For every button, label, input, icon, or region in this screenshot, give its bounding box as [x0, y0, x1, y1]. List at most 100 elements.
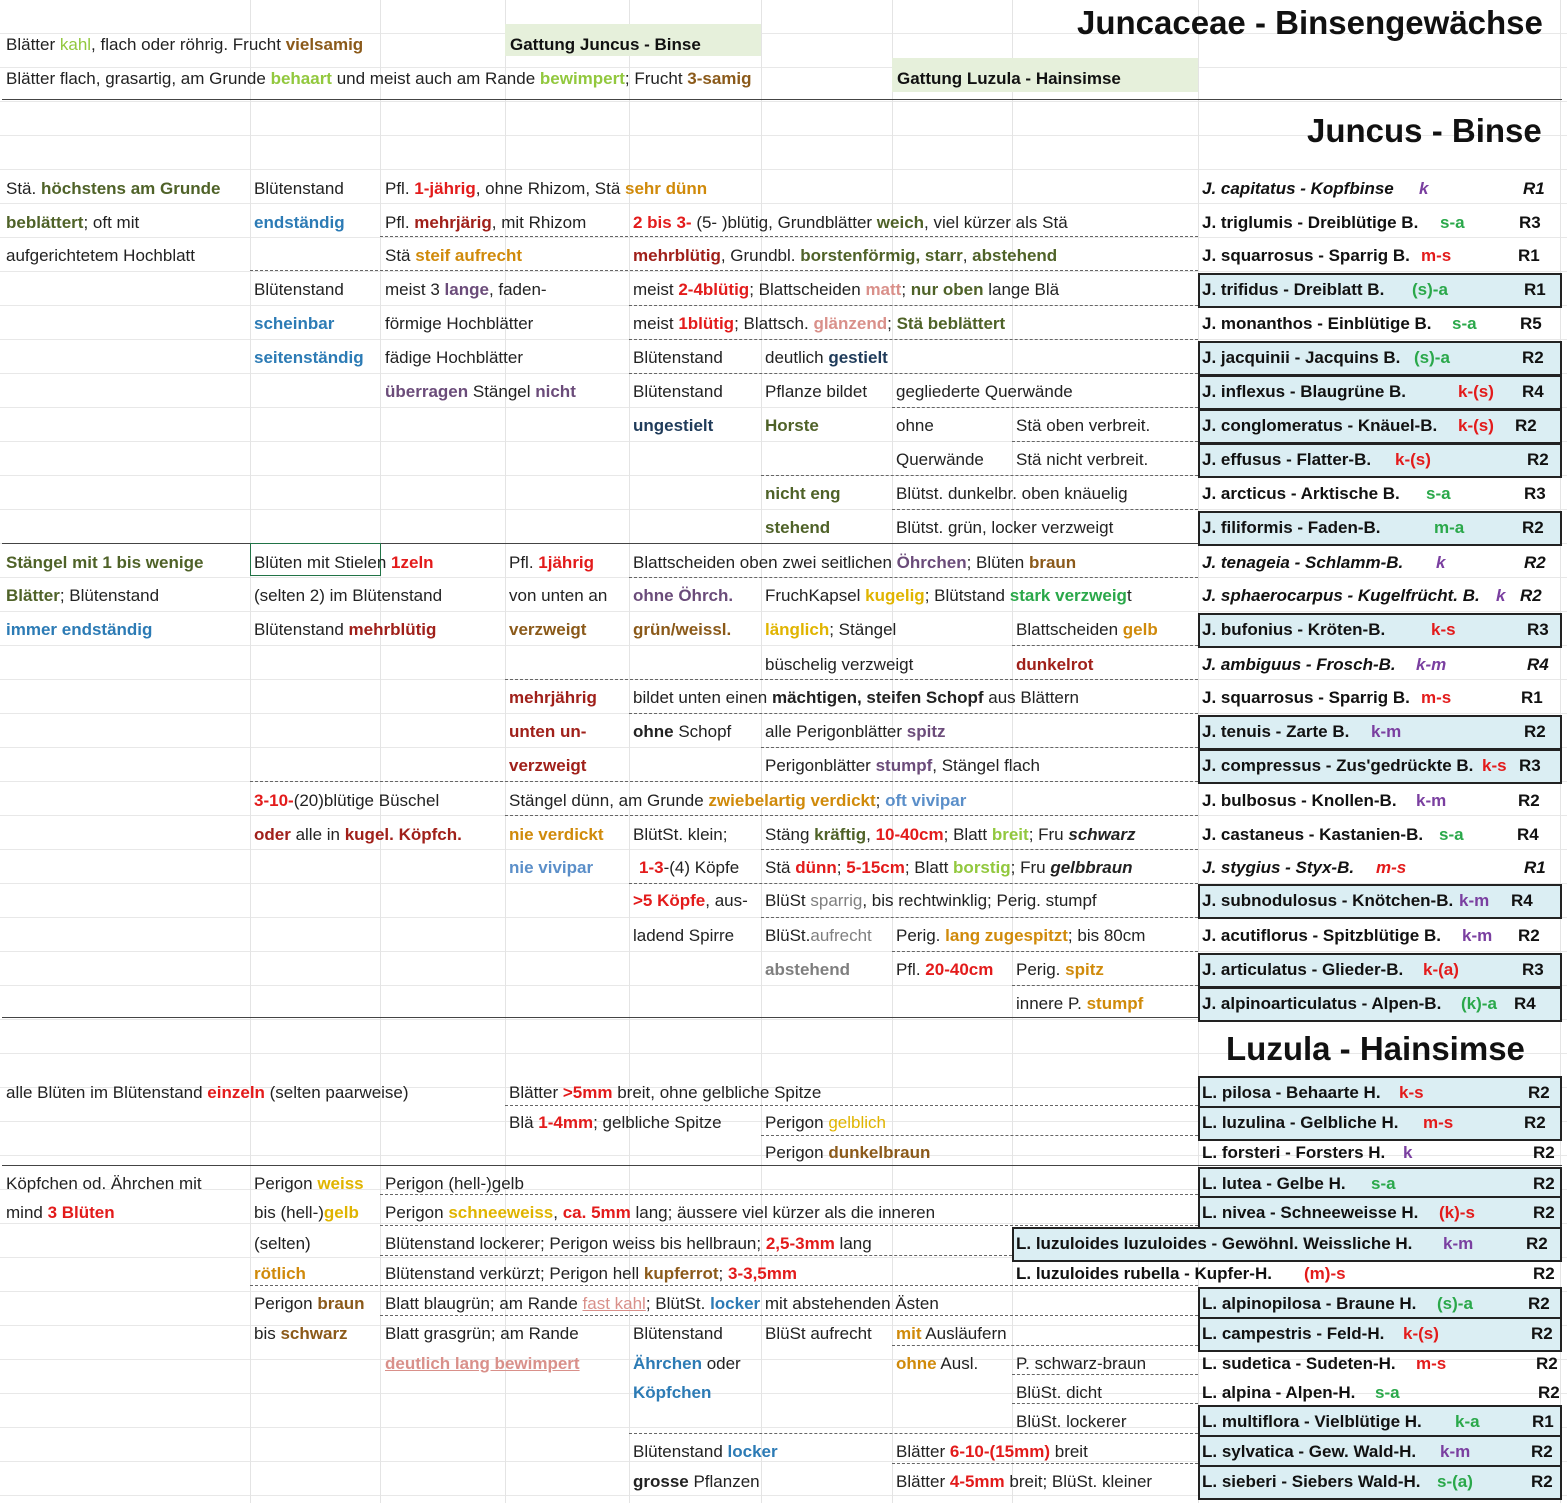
juncus-species-name: J. squarrosus - Sparrig B.: [1202, 688, 1410, 707]
key-cell: Stä steif aufrecht: [385, 246, 522, 265]
luzula-species-rarity: R2: [1531, 1472, 1553, 1491]
juncus-species-name: J. trifidus - Dreiblatt B.: [1202, 280, 1385, 299]
luzula-species-name: L. pilosa - Behaarte H.: [1202, 1083, 1381, 1102]
key-cell: Perig. spitz: [1016, 960, 1104, 979]
juncus-species-habitat-code: k-m: [1416, 791, 1447, 810]
key-cell: mit Ausläufern: [896, 1324, 1007, 1343]
row-separator: [505, 679, 1198, 680]
juncus-species-rarity: R2: [1524, 553, 1546, 572]
row-separator: [505, 1105, 1198, 1106]
row-separator: [1012, 645, 1198, 646]
juncus-species-name: J. castaneus - Kastanien-B.: [1202, 825, 1424, 844]
luzula-species-name: L. alpinopilosa - Braune H.: [1202, 1294, 1417, 1313]
key-cell: Blütenstand: [633, 348, 723, 367]
luzula-species-name: L. multiflora - Vielblütige H.: [1202, 1412, 1422, 1431]
species-box: [1198, 443, 1562, 478]
key-cell: ohne Ausl.: [896, 1354, 979, 1373]
luzula-species-name: L. luzuloides luzuloides - Gewöhnl. Weis…: [1016, 1234, 1413, 1253]
luzula-species-habitat-code: k: [1403, 1143, 1413, 1162]
luzula-species-rarity: R2: [1533, 1174, 1555, 1193]
key-cell: nie verdickt: [509, 825, 604, 844]
row-separator: [892, 407, 1198, 408]
juncus-species-name: J. compressus - Zus'gedrückte B.: [1202, 756, 1474, 775]
juncus-species-rarity: R4: [1522, 382, 1544, 401]
key-cell: Blätter >5mm breit, ohne gelbliche Spitz…: [509, 1083, 822, 1102]
juncus-species-rarity: R2: [1522, 348, 1544, 367]
species-box: [1198, 1465, 1562, 1500]
key-cell: ladend Spirre: [633, 926, 735, 945]
luzula-species-rarity: R2: [1524, 1113, 1546, 1132]
grid-column-line: [892, 0, 893, 1503]
genus-highlight: [505, 24, 761, 56]
juncus-species-name: J. filiformis - Faden-B.: [1202, 518, 1381, 537]
key-cell: Blatt grasgrün; am Rande: [385, 1324, 579, 1343]
juncus-species-rarity: R1: [1518, 246, 1540, 265]
luzula-species-rarity: R2: [1531, 1442, 1553, 1461]
key-cell: BlüSt.aufrecht: [765, 926, 872, 945]
luzula-species-name: L. alpina - Alpen-H.: [1202, 1383, 1356, 1402]
row-separator: [629, 339, 1198, 340]
intro-row-2: Blätter flach, grasartig, am Grunde beha…: [6, 69, 752, 88]
species-box: [1198, 1076, 1562, 1111]
juncus-species-name: J. subnodulosus - Knötchen-B.: [1202, 891, 1454, 910]
row-separator: [380, 1194, 1198, 1195]
key-cell: verzweigt: [509, 756, 587, 775]
key-cell: Perigon gelblich: [765, 1113, 886, 1132]
juncus-species-habitat-code: k-m: [1462, 926, 1493, 945]
key-cell: aufgerichtetem Hochblatt: [6, 246, 195, 265]
juncus-species-habitat-code: m-s: [1421, 246, 1452, 265]
grid-column-line: [761, 0, 762, 1503]
key-cell: mehrjährig: [509, 688, 597, 707]
key-cell: Blütenstand: [633, 382, 723, 401]
luzula-title: Luzula - Hainsimse: [1226, 1030, 1525, 1067]
key-cell: fädige Hochblätter: [385, 348, 523, 367]
luzula-species-rarity: R1: [1532, 1412, 1554, 1431]
key-cell: mehrblütig, Grundbl. borstenförmig, star…: [633, 246, 1058, 265]
juncus-species-habitat-code: k-(s): [1395, 450, 1431, 469]
selected-cell[interactable]: [250, 543, 381, 576]
luzula-species-rarity: R2: [1536, 1354, 1558, 1373]
luzula-species-name: L. nivea - Schneeweisse H.: [1202, 1203, 1419, 1222]
key-cell: innere P. stumpf: [1016, 994, 1144, 1013]
genus-juncus-label: Gattung Juncus - Binse: [510, 35, 701, 54]
key-cell: meist 2-4blütig; Blattscheiden matt; nur…: [633, 280, 1060, 299]
key-cell: unten un-: [509, 722, 587, 741]
key-cell: 1-3-(4) Köpfe: [639, 858, 740, 877]
row-separator: [892, 509, 1198, 510]
species-box: [1198, 613, 1562, 648]
row-separator: [380, 236, 1198, 237]
juncus-species-habitat-code: m-s: [1376, 858, 1407, 877]
section-divider: [2, 1017, 1562, 1018]
key-cell: Perigon dunkelbraun: [765, 1143, 931, 1162]
luzula-species-name: L. sieberi - Siebers Wald-H.: [1202, 1472, 1421, 1491]
juncus-species-rarity: R2: [1524, 722, 1546, 741]
key-cell: Pfl. 1-jährig, ohne Rhizom, Stä sehr dün…: [385, 179, 708, 198]
row-separator: [629, 577, 1198, 578]
juncus-species-habitat-code: k-m: [1416, 655, 1447, 674]
key-cell: 3-10-(20)blütige Büschel: [254, 791, 440, 810]
key-cell: (selten): [254, 1234, 311, 1253]
key-cell: Köpfchen: [633, 1383, 712, 1402]
key-cell: seitenständig: [254, 348, 364, 367]
juncus-species-name: J. conglomeratus - Knäuel-B.: [1202, 416, 1438, 435]
juncus-species-name: J. bufonius - Kröten-B.: [1202, 620, 1386, 639]
key-cell: förmige Hochblätter: [385, 314, 534, 333]
species-box: [1198, 987, 1562, 1022]
juncus-species-habitat-code: (s)-a: [1414, 348, 1450, 367]
juncus-species-habitat-code: s-a: [1439, 825, 1464, 844]
luzula-species-rarity: R2: [1533, 1203, 1555, 1222]
key-cell: nicht eng: [765, 484, 841, 503]
intro-row-1: Blätter kahl, flach oder röhrig. Frucht …: [6, 35, 364, 54]
juncus-species-habitat-code: k-s: [1482, 756, 1507, 775]
juncus-species-name: J. triglumis - Dreiblütige B.: [1202, 213, 1419, 232]
juncus-species-habitat-code: k: [1496, 586, 1506, 605]
species-box: [1198, 1106, 1562, 1141]
species-box: [1198, 511, 1562, 546]
luzula-species-habitat-code: k-m: [1440, 1442, 1471, 1461]
key-cell: Stäng kräftig, 10-40cm; Blatt breit; Fru…: [765, 825, 1136, 844]
juncus-species-rarity: R2: [1527, 450, 1549, 469]
key-cell: Blütenstand verkürzt; Perigon hell kupfe…: [385, 1264, 797, 1283]
key-cell: deutlich gestielt: [765, 348, 888, 367]
juncus-species-name: J. tenageia - Schlamm-B.: [1202, 553, 1404, 572]
